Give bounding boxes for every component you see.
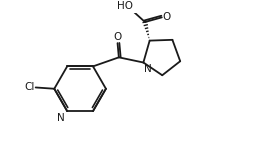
Text: O: O: [163, 12, 171, 22]
Text: N: N: [144, 64, 152, 74]
Text: HO: HO: [117, 1, 133, 11]
Text: N: N: [57, 113, 65, 123]
Text: Cl: Cl: [24, 83, 35, 93]
Text: O: O: [114, 32, 122, 42]
